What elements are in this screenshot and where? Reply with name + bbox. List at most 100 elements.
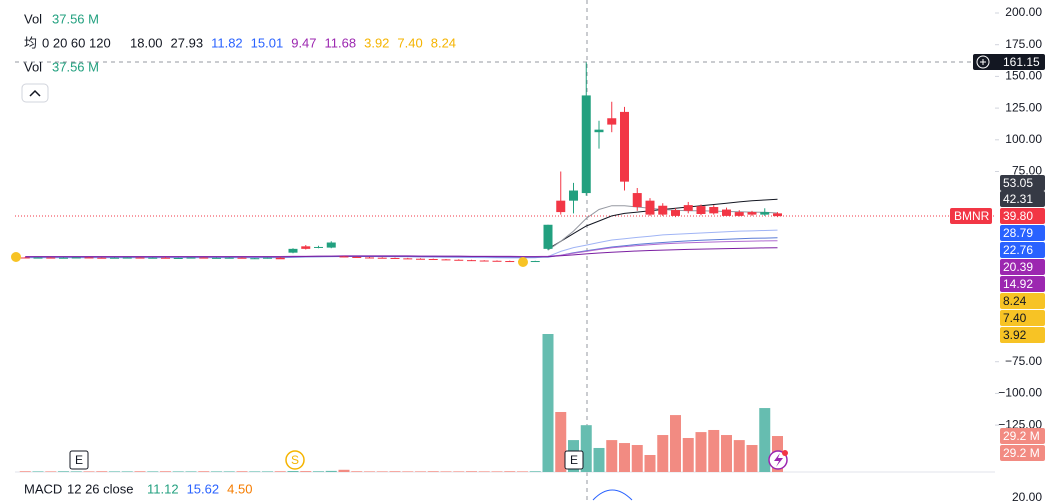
crosshair-price: 161.15 bbox=[1003, 55, 1040, 69]
candle-body bbox=[658, 205, 668, 215]
add-icon[interactable] bbox=[976, 55, 990, 69]
volume-bar bbox=[606, 440, 618, 472]
y-tick-label: 175.00 bbox=[1005, 37, 1042, 51]
volume-bar bbox=[364, 471, 375, 472]
split-marker[interactable] bbox=[285, 450, 305, 470]
price-badge-text: 20.39 bbox=[1003, 260, 1033, 274]
earnings-marker[interactable] bbox=[69, 450, 89, 470]
price-badge-text: 29.2 M bbox=[1003, 429, 1040, 443]
candle-body bbox=[301, 246, 311, 249]
legend: Vol 37.56 M 均 0 20 60 120 Vol 37.56 M MA… bbox=[21, 11, 456, 496]
dividend-marker[interactable] bbox=[518, 257, 528, 267]
volume-bar bbox=[45, 471, 57, 472]
candle-body bbox=[275, 257, 285, 260]
price-axis: 200.00 175.00 150.00 125.00 100.00 75.00 −75.0… bbox=[950, 5, 1045, 504]
candle-body bbox=[479, 260, 489, 262]
price-badge bbox=[1000, 242, 1045, 258]
candle-body bbox=[288, 248, 298, 253]
volume-bar bbox=[172, 471, 184, 472]
ma-value: 11.68 bbox=[325, 35, 357, 50]
volume-bar bbox=[338, 469, 350, 472]
macd-value: 4.50 bbox=[227, 481, 252, 496]
volume-bar bbox=[427, 471, 439, 472]
candle-body bbox=[33, 257, 43, 259]
ma-line bbox=[25, 237, 778, 258]
volume-bar bbox=[644, 454, 656, 472]
price-badge bbox=[1000, 327, 1045, 343]
volume-bar bbox=[83, 471, 95, 472]
add-icon-plus bbox=[980, 59, 986, 65]
volume-bar bbox=[542, 334, 554, 472]
macd-tick-label: 20.00 bbox=[1012, 490, 1042, 504]
price-badge-text: 28.79 bbox=[1003, 226, 1033, 240]
marker-label: E bbox=[75, 453, 83, 467]
volume-bar bbox=[517, 471, 528, 472]
candle-body bbox=[122, 257, 132, 259]
ma-value: 18.00 bbox=[130, 35, 163, 50]
candle-body bbox=[696, 206, 706, 214]
volume-bar bbox=[746, 445, 758, 472]
candle-body bbox=[199, 257, 209, 259]
candle-body bbox=[314, 246, 323, 248]
candle-body bbox=[339, 256, 349, 258]
volume-bar bbox=[695, 432, 707, 472]
ma-label: 均 bbox=[24, 35, 37, 50]
earnings-marker[interactable] bbox=[564, 450, 584, 470]
price-badge-text: 7.40 bbox=[1003, 311, 1027, 325]
candle-body bbox=[594, 129, 604, 133]
price-badge bbox=[1000, 276, 1045, 292]
candle-body bbox=[543, 224, 553, 249]
price-badge-text: 3.92 bbox=[1003, 328, 1027, 342]
price-badge bbox=[1000, 259, 1045, 275]
macd-value: 11.12 bbox=[147, 481, 179, 496]
candle-body bbox=[722, 209, 731, 216]
candle-body bbox=[645, 200, 655, 215]
candle-body bbox=[734, 212, 744, 216]
volume-bar bbox=[580, 425, 592, 472]
candle-body bbox=[161, 257, 170, 259]
candle-body bbox=[569, 190, 578, 201]
price-badge bbox=[1000, 208, 1045, 224]
candle-body bbox=[556, 200, 566, 213]
candle-body bbox=[71, 257, 81, 259]
price-badge bbox=[1000, 310, 1045, 326]
volume-bar bbox=[708, 429, 720, 472]
volume-bar bbox=[185, 471, 197, 472]
volume-bar bbox=[491, 471, 503, 472]
candle-body bbox=[492, 260, 502, 262]
candle-body bbox=[84, 257, 94, 259]
candle-body bbox=[20, 257, 30, 259]
collapse-button[interactable] bbox=[21, 83, 49, 103]
candle-body bbox=[377, 257, 387, 259]
candle-body bbox=[135, 257, 145, 259]
candle-body bbox=[709, 207, 719, 214]
ma-value: 7.40 bbox=[397, 35, 422, 50]
candle-body bbox=[59, 257, 68, 259]
price-badge-text: 53.05 bbox=[1003, 176, 1033, 190]
volume-bar bbox=[682, 437, 694, 472]
vol-label: Vol bbox=[24, 59, 42, 74]
volume-bar bbox=[19, 471, 31, 472]
dividend-marker[interactable] bbox=[11, 252, 21, 262]
marker-label: E bbox=[570, 453, 578, 467]
vol-value: 37.56 M bbox=[52, 59, 99, 74]
candle-body bbox=[607, 118, 617, 125]
volume-bar bbox=[236, 471, 248, 472]
candle-body bbox=[46, 257, 56, 259]
volume-bar bbox=[555, 411, 567, 472]
volume-bar bbox=[721, 435, 732, 472]
price-badge bbox=[1000, 445, 1045, 461]
price-badge bbox=[1000, 225, 1045, 241]
symbol-badge bbox=[950, 208, 992, 224]
candle-body bbox=[110, 257, 119, 259]
price-badge bbox=[1000, 191, 1045, 207]
marker-label: S bbox=[291, 453, 299, 467]
candle-body bbox=[454, 259, 464, 261]
ma-value: 15.01 bbox=[251, 35, 284, 50]
price-badge-text: 22.76 bbox=[1003, 243, 1033, 257]
volume-bar bbox=[657, 435, 669, 472]
candle-body bbox=[263, 257, 272, 259]
candle-body bbox=[530, 261, 540, 263]
volume-bar bbox=[160, 471, 171, 472]
y-tick-label: 150.00 bbox=[1005, 69, 1042, 83]
